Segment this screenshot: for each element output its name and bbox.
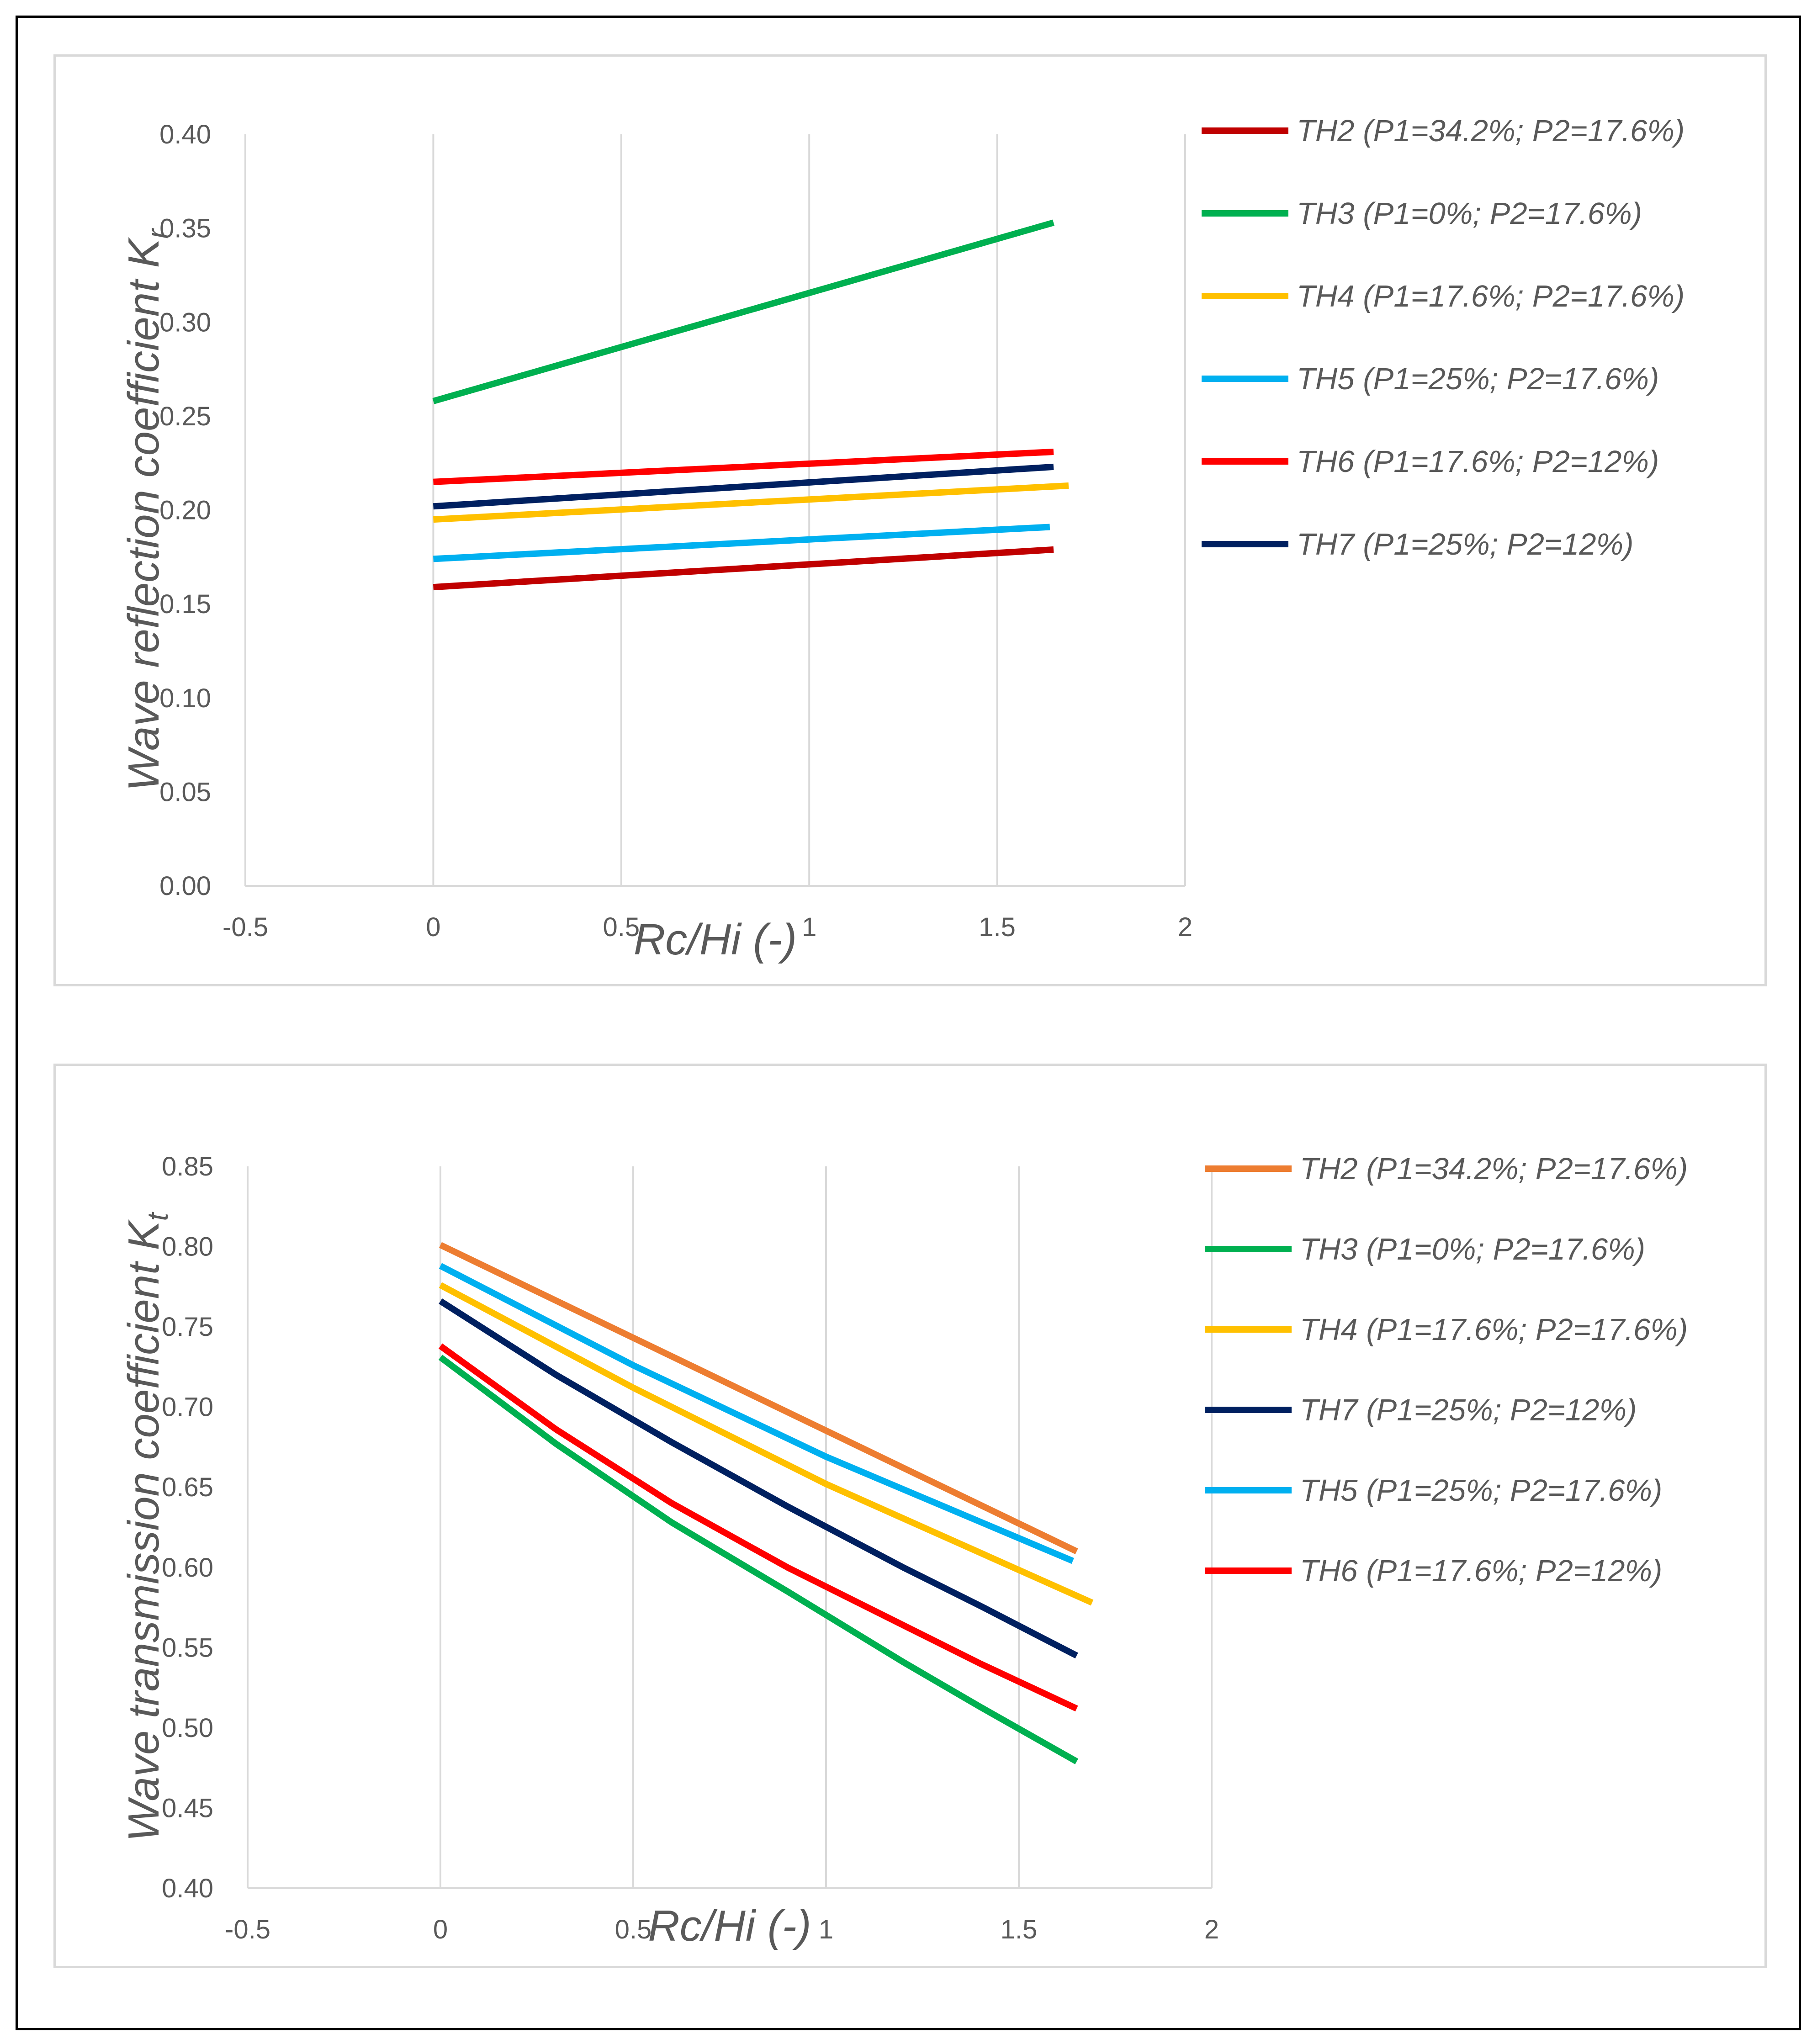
transmission-series-lines	[438, 1242, 1094, 1764]
x-tick-label: 1.5	[1001, 1915, 1038, 1944]
figure-frame-top: 0.00 0.05 0.10 0.15 0.20 0.25 0.30 0.35 …	[16, 16, 1801, 1027]
y-axis-title-subscript: r	[141, 228, 174, 238]
figure-frame-bottom: 0.40 0.45 0.50 0.55 0.60 0.65 0.70 0.75 …	[16, 1024, 1801, 2030]
y-tick-label: 0.15	[159, 589, 211, 619]
y-tick-label: 0.25	[159, 402, 211, 431]
series-line	[438, 1343, 1078, 1712]
legend-label: TH3 (P1=0%; P2=17.6%)	[1300, 1232, 1645, 1266]
x-tick-label: 2	[1204, 1915, 1219, 1944]
x-tick-label: -0.5	[222, 912, 268, 942]
series-line	[438, 1355, 1079, 1764]
legend-label: TH4 (P1=17.6%; P2=17.6%)	[1297, 279, 1685, 313]
legend-label: TH5 (P1=25%; P2=17.6%)	[1297, 362, 1659, 396]
transmission-y-ticks: 0.40 0.45 0.50 0.55 0.60 0.65 0.70 0.75 …	[162, 1152, 213, 1903]
reflection-x-ticks: -0.5 0 0.5 1 1.5 2	[222, 912, 1192, 942]
reflection-axes	[244, 134, 1185, 887]
series-line	[432, 219, 1054, 404]
series-line	[439, 1242, 1078, 1555]
legend-label: TH7 (P1=25%; P2=12%)	[1297, 527, 1633, 561]
x-tick-label: 0.5	[615, 1915, 652, 1944]
y-tick-label: 0.00	[159, 871, 211, 901]
x-axis-title: Rc/Hi (-)	[648, 1901, 811, 1950]
series-line	[433, 524, 1050, 562]
reflection-y-ticks: 0.00 0.05 0.10 0.15 0.20 0.25 0.30 0.35 …	[159, 120, 211, 901]
y-tick-label: 0.40	[159, 120, 211, 149]
reflection-chart: 0.00 0.05 0.10 0.15 0.20 0.25 0.30 0.35 …	[119, 114, 1685, 964]
y-tick-label: 0.40	[162, 1874, 213, 1903]
y-tick-label: 0.75	[162, 1312, 213, 1342]
series-line	[433, 463, 1054, 510]
y-tick-label: 0.60	[162, 1553, 213, 1583]
transmission-legend: TH2 (P1=34.2%; P2=17.6%) TH3 (P1=0%; P2=…	[1205, 1152, 1688, 1588]
series-line	[433, 482, 1069, 523]
y-tick-label: 0.05	[159, 777, 211, 807]
legend-label: TH2 (P1=34.2%; P2=17.6%)	[1300, 1152, 1688, 1186]
legend-label: TH3 (P1=0%; P2=17.6%)	[1297, 196, 1642, 231]
legend-label: TH2 (P1=34.2%; P2=17.6%)	[1297, 114, 1685, 148]
y-tick-label: 0.35	[159, 214, 211, 244]
y-tick-label: 0.45	[162, 1793, 213, 1823]
y-axis-title: Wave transmission coefficient Kt	[119, 1212, 174, 1842]
x-axis-title: Rc/Hi (-)	[634, 915, 797, 964]
series-line	[439, 1298, 1078, 1659]
y-tick-label: 0.80	[162, 1232, 213, 1262]
legend-label: TH6 (P1=17.6%; P2=12%)	[1297, 445, 1659, 479]
y-tick-label: 0.30	[159, 307, 211, 337]
x-tick-label: 1	[802, 912, 816, 942]
y-axis-title-subscript: t	[141, 1212, 174, 1221]
transmission-x-ticks: -0.5 0 0.5 1 1.5 2	[225, 1915, 1219, 1944]
legend-label: TH6 (P1=17.6%; P2=12%)	[1300, 1554, 1662, 1588]
y-tick-label: 0.65	[162, 1472, 213, 1502]
legend-label: TH4 (P1=17.6%; P2=17.6%)	[1300, 1313, 1688, 1347]
x-tick-label: 2	[1178, 912, 1192, 942]
x-tick-label: 1.5	[979, 912, 1016, 942]
x-tick-label: 1	[819, 1915, 833, 1944]
transmission-axes	[247, 1166, 1212, 1889]
y-axis-title-main: Wave reflection coefficient K	[119, 237, 168, 791]
reflection-series-lines	[432, 219, 1069, 591]
series-line	[433, 546, 1054, 591]
y-tick-label: 0.55	[162, 1633, 213, 1663]
y-tick-label: 0.20	[159, 496, 211, 525]
y-tick-label: 0.85	[162, 1152, 213, 1181]
reflection-legend: TH2 (P1=34.2%; P2=17.6%) TH3 (P1=0%; P2=…	[1202, 114, 1685, 561]
x-tick-label: 0	[426, 912, 440, 942]
chart-panel-transmission: 0.40 0.45 0.50 0.55 0.60 0.65 0.70 0.75 …	[53, 1064, 1767, 1968]
x-tick-label: 0.5	[603, 912, 640, 942]
y-axis-title: Wave reflection coefficient Kr	[119, 228, 174, 791]
legend-label: TH5 (P1=25%; P2=17.6%)	[1300, 1473, 1662, 1508]
series-line	[439, 1282, 1094, 1606]
y-tick-label: 0.10	[159, 683, 211, 713]
y-tick-label: 0.50	[162, 1713, 213, 1743]
series-line	[439, 1263, 1074, 1564]
x-tick-label: 0	[433, 1915, 448, 1944]
reflection-gridlines	[432, 134, 1186, 886]
chart-panel-reflection: 0.00 0.05 0.10 0.15 0.20 0.25 0.30 0.35 …	[53, 54, 1767, 986]
y-axis-title-main: Wave transmission coefficient K	[119, 1219, 168, 1842]
x-tick-label: -0.5	[225, 1915, 270, 1944]
y-tick-label: 0.70	[162, 1393, 213, 1422]
transmission-chart: 0.40 0.45 0.50 0.55 0.60 0.65 0.70 0.75 …	[119, 1152, 1688, 1950]
series-line	[433, 449, 1054, 485]
legend-label: TH7 (P1=25%; P2=12%)	[1300, 1393, 1637, 1427]
